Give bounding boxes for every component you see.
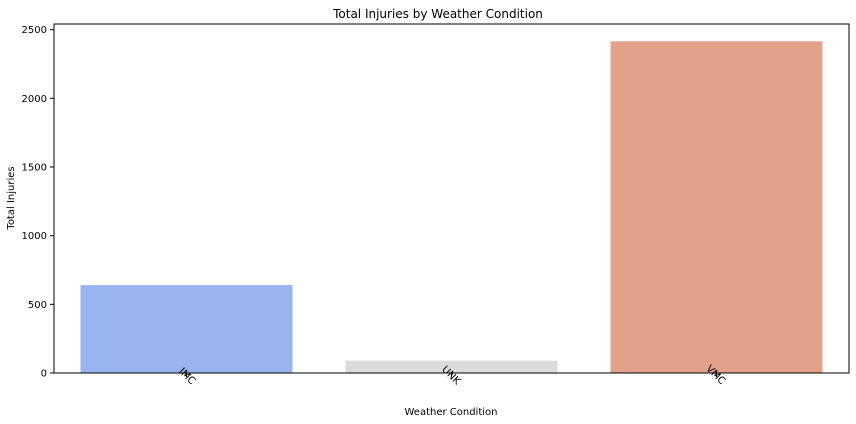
y-tick-label: 1500	[22, 162, 47, 173]
bar-vmc	[610, 41, 823, 373]
y-tick-label: 0	[41, 369, 47, 380]
bar-unk	[345, 360, 558, 373]
bars-group	[80, 41, 823, 373]
y-tick-label: 2000	[22, 94, 47, 105]
y-axis-label: Total Injuries	[6, 166, 17, 230]
y-axis-ticks: 0 500 1000 1500 2000 2500	[22, 25, 54, 380]
y-tick-label: 2500	[22, 25, 47, 36]
x-axis-label: Weather Condition	[404, 407, 497, 418]
y-tick-label: 500	[28, 300, 47, 311]
plot-frame	[53, 23, 850, 374]
y-tick-label: 1000	[22, 231, 47, 242]
chart-title: Total Injuries by Weather Condition	[332, 7, 543, 21]
bar-imc	[80, 285, 293, 373]
